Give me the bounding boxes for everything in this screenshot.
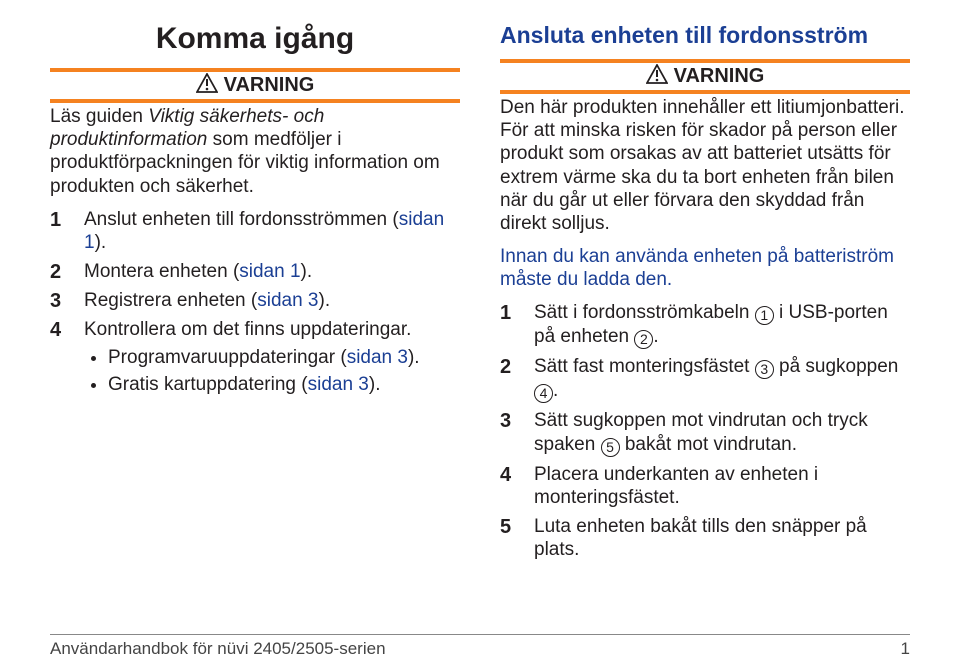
- right-steps: Sätt i fordonsströmkabeln 1 i USB-porten…: [500, 301, 910, 561]
- substep-text: Programvaruuppdateringar (: [108, 347, 347, 368]
- substep-text-b: ).: [408, 347, 420, 368]
- step-text: Sätt fast monteringsfästet: [534, 356, 755, 377]
- step-3: Registrera enheten (sidan 3).: [50, 289, 460, 312]
- step-text: Montera enheten (: [84, 261, 239, 282]
- step-4: Kontrollera om det finns uppdateringar. …: [50, 318, 460, 396]
- step-text: på sugkoppen: [774, 356, 899, 377]
- step-text-b: ).: [319, 290, 331, 311]
- r-step-1: Sätt i fordonsströmkabeln 1 i USB-porten…: [500, 301, 910, 349]
- right-column: Ansluta enheten till fordonsström VARNIN…: [500, 22, 910, 567]
- step-text: .: [553, 380, 558, 401]
- intro-paragraph: Läs guiden Viktig säkerhets- och produkt…: [50, 105, 460, 198]
- step-text: Kontrollera om det finns uppdateringar.: [84, 319, 411, 340]
- substeps: Programvaruuppdateringar (sidan 3). Grat…: [84, 346, 460, 396]
- callout-4-icon: 4: [534, 384, 553, 403]
- warning-box-left: VARNING: [50, 68, 460, 103]
- warning-bar: [50, 99, 460, 103]
- step-text: bakåt mot vindrutan.: [620, 434, 797, 455]
- page-title: Komma igång: [50, 22, 460, 56]
- step-2: Montera enheten (sidan 1).: [50, 260, 460, 283]
- step-1: Anslut enheten till fordonsströmmen (sid…: [50, 208, 460, 254]
- footer-page-number: 1: [901, 639, 910, 659]
- page-link[interactable]: sidan 3: [308, 374, 369, 395]
- r-step-5: Luta enheten bakåt tills den snäpper på …: [500, 515, 910, 561]
- warning-icon: [646, 64, 668, 89]
- section-heading: Ansluta enheten till fordonsström: [500, 22, 910, 49]
- step-text: Luta enheten bakåt tills den snäpper på …: [534, 516, 867, 560]
- page-link[interactable]: sidan 1: [239, 261, 300, 282]
- warning-bar: [500, 90, 910, 94]
- callout-2-icon: 2: [634, 330, 653, 349]
- warning-icon: [196, 73, 218, 98]
- warning-label: VARNING: [674, 65, 765, 88]
- step-text: Anslut enheten till fordonsströmmen (: [84, 209, 399, 230]
- step-text: Sätt i fordonsströmkabeln: [534, 302, 755, 323]
- intro-text-a: Läs guiden: [50, 106, 148, 127]
- substep-text-b: ).: [369, 374, 381, 395]
- callout-1-icon: 1: [755, 306, 774, 325]
- warning-paragraph: Den här produkten innehåller ett litiumj…: [500, 96, 910, 235]
- footer-left: Användarhandbok för nüvi 2405/2505-serie…: [50, 639, 386, 659]
- r-step-2: Sätt fast monteringsfästet 3 på sugkoppe…: [500, 355, 910, 403]
- r-step-4: Placera underkanten av enheten i monteri…: [500, 463, 910, 509]
- substep-text: Gratis kartuppdatering (: [108, 374, 308, 395]
- page-footer: Användarhandbok för nüvi 2405/2505-serie…: [50, 634, 910, 659]
- step-text-b: ).: [95, 232, 107, 253]
- warning-box-right: VARNING: [500, 59, 910, 94]
- left-column: Komma igång VARNING Läs guiden Viktig sä…: [50, 22, 460, 567]
- step-text-b: ).: [301, 261, 313, 282]
- warning-label: VARNING: [224, 74, 315, 97]
- step-text: Registrera enheten (: [84, 290, 257, 311]
- left-steps: Anslut enheten till fordonsströmmen ( sid…: [50, 208, 460, 396]
- page-link[interactable]: sidan 3: [347, 347, 408, 368]
- r-step-3: Sätt sugkoppen mot vindrutan och tryck s…: [500, 409, 910, 456]
- callout-3-icon: 3: [755, 360, 774, 379]
- callout-5-icon: 5: [601, 438, 620, 457]
- step-text: Placera underkanten av enheten i monteri…: [534, 464, 818, 508]
- page-content: Komma igång VARNING Läs guiden Viktig sä…: [50, 22, 910, 567]
- substep-1: Programvaruuppdateringar (sidan 3).: [108, 346, 460, 369]
- pre-paragraph: Innan du kan använda enheten på batteris…: [500, 245, 910, 291]
- step-text: .: [653, 326, 658, 347]
- substep-2: Gratis kartuppdatering (sidan 3).: [108, 373, 460, 396]
- page-link[interactable]: sidan 3: [257, 290, 318, 311]
